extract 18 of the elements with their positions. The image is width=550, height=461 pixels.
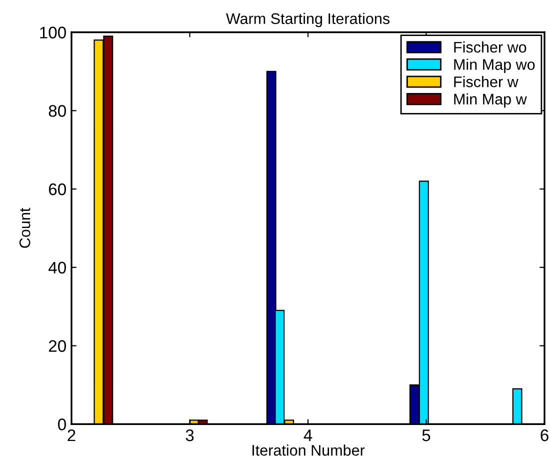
- y-tick-label: 40: [48, 262, 66, 274]
- y-tick-label: 80: [48, 105, 66, 117]
- x-tick-label: 5: [422, 430, 430, 442]
- y-tick-label: 100: [40, 26, 66, 38]
- x-tick-label: 3: [186, 429, 194, 442]
- legend-label: Fischer wo: [454, 41, 526, 53]
- y-tick-label: 0: [58, 418, 66, 430]
- chart-title: Warm Starting Iterations: [226, 12, 390, 28]
- x-axis-title: Iteration Number: [252, 444, 365, 456]
- y-tick-label: 60: [48, 183, 66, 196]
- y-tick-label: 20: [48, 340, 66, 352]
- legend-label: Min Map wo: [454, 58, 535, 73]
- legend-label: Fischer w: [454, 76, 518, 88]
- x-tick-label: 4: [304, 430, 312, 442]
- legend-label: Min Map w: [454, 93, 527, 108]
- x-tick-label: 6: [540, 429, 548, 442]
- y-axis-title: Count: [19, 208, 30, 248]
- x-tick-label: 2: [68, 429, 76, 442]
